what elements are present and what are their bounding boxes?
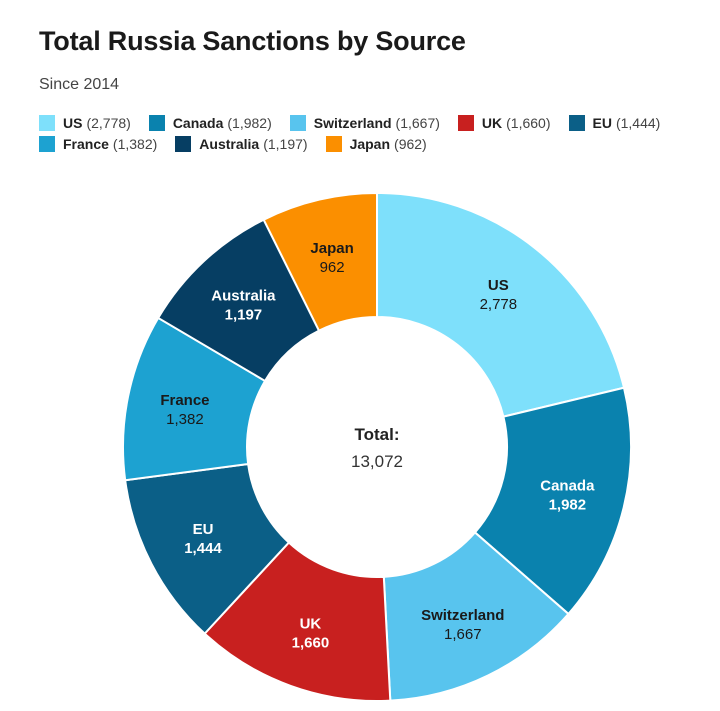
- legend-value: (1,382): [112, 135, 158, 152]
- legend-value: (1,667): [395, 114, 440, 131]
- slice-label-value: 1,444: [184, 540, 222, 557]
- slice-label-name: France: [160, 392, 209, 409]
- legend-item-switzerland[interactable]: Switzerland (1,667): [289, 114, 440, 131]
- donut-slice-canada[interactable]: [473, 386, 632, 616]
- legend-value: (962): [394, 135, 427, 152]
- slice-label-value: 1,197: [225, 307, 263, 324]
- legend-label: Switzerland: [313, 114, 392, 131]
- slice-label-name: UK: [300, 615, 322, 632]
- legend-value: (1,982): [227, 114, 272, 131]
- slice-label-name: US: [488, 277, 509, 294]
- legend-label: France: [63, 135, 109, 152]
- slice-label-value: 1,382: [166, 411, 204, 428]
- legend-swatch: [325, 135, 342, 152]
- slice-label-name: EU: [193, 521, 214, 538]
- legend-swatch: [39, 114, 55, 131]
- slice-label-value: 1,982: [549, 497, 587, 514]
- legend-swatch: [568, 114, 585, 131]
- legend-swatch: [175, 135, 192, 152]
- slice-label-name: Japan: [310, 240, 353, 257]
- legend-value: (1,197): [263, 135, 308, 152]
- slice-label-value: 1,667: [444, 626, 482, 643]
- legend-label: Australia: [199, 135, 260, 152]
- legend-label: EU: [592, 114, 612, 131]
- slice-label-name: Canada: [540, 478, 595, 495]
- legend-item-canada[interactable]: Canada (1,982): [148, 114, 272, 131]
- legend-label: US: [63, 114, 83, 131]
- legend-value: (1,444): [615, 114, 661, 131]
- slice-label-name: Australia: [211, 288, 276, 305]
- legend-swatch: [148, 114, 165, 131]
- donut-slice-us[interactable]: [376, 191, 626, 418]
- chart-title: Total Russia Sanctions by Source: [39, 26, 466, 56]
- legend-label: Japan: [349, 135, 391, 152]
- donut-slice-switzerland[interactable]: [382, 531, 570, 702]
- slice-labels: US 2,778 Canada 1,982 Switzerland 1,667 UK 1,66…: [160, 240, 595, 651]
- legend-item-japan[interactable]: Japan (962): [325, 135, 427, 152]
- donut-slices: [122, 191, 632, 702]
- center-total-label: Total:: [354, 425, 399, 444]
- slice-label-value: 2,778: [480, 296, 518, 313]
- donut-slice-uk[interactable]: [203, 541, 392, 702]
- center-total-value: 13,072: [351, 452, 403, 471]
- legend-item-australia[interactable]: Australia (1,197): [175, 135, 308, 152]
- legend-row-2: France (1,382) Australia (1,197) Japan (…: [39, 133, 719, 154]
- slice-label-value: 1,660: [292, 634, 330, 651]
- slice-label-value: 962: [320, 259, 345, 276]
- legend-label: UK: [481, 114, 503, 131]
- legend-label: Canada: [172, 114, 224, 131]
- legend-swatch: [39, 135, 55, 152]
- slice-label-name: Switzerland: [421, 607, 504, 624]
- legend-item-uk[interactable]: UK (1,660): [457, 114, 551, 131]
- chart-subtitle: Since 2014: [39, 76, 120, 93]
- legend-item-eu[interactable]: EU (1,444): [568, 114, 661, 131]
- donut-slice-japan[interactable]: [262, 191, 378, 332]
- legend-value: (1,660): [506, 114, 551, 131]
- legend-item-france[interactable]: France (1,382): [39, 135, 158, 152]
- legend-swatch: [457, 114, 474, 131]
- legend-item-us[interactable]: US (2,778): [39, 114, 131, 131]
- legend-swatch: [289, 114, 306, 131]
- legend-value: (2,778): [86, 114, 131, 131]
- legend-row-1: US (2,778) Canada (1,982) Switzerland (1…: [39, 112, 719, 133]
- legend: US (2,778) Canada (1,982) Switzerland (1…: [39, 112, 719, 154]
